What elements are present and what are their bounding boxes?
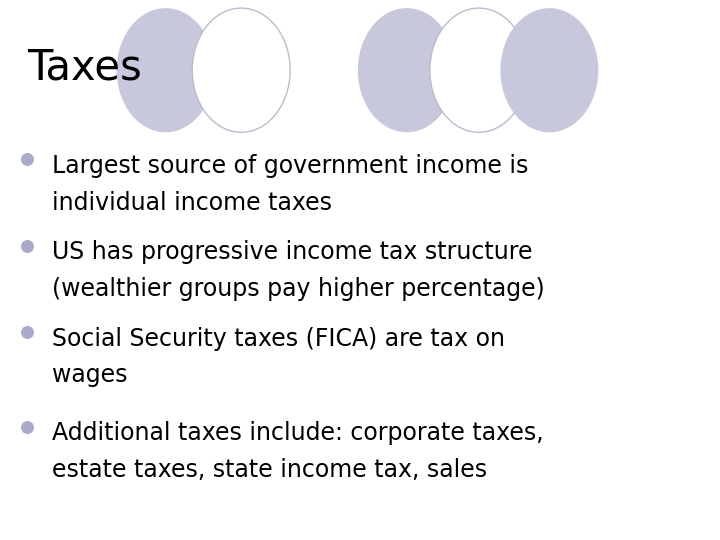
Text: Additional taxes include: corporate taxes,: Additional taxes include: corporate taxe… (52, 421, 544, 445)
Ellipse shape (358, 8, 456, 132)
Text: US has progressive income tax structure: US has progressive income tax structure (52, 240, 532, 264)
Ellipse shape (192, 8, 290, 132)
Text: Taxes: Taxes (27, 46, 142, 89)
Ellipse shape (117, 8, 215, 132)
Text: wages: wages (52, 363, 127, 387)
Text: (wealthier groups pay higher percentage): (wealthier groups pay higher percentage) (52, 277, 544, 301)
Point (22, 241, 33, 250)
Point (22, 328, 33, 336)
Point (22, 155, 33, 164)
Ellipse shape (430, 8, 528, 132)
Text: Largest source of government income is: Largest source of government income is (52, 154, 528, 178)
Text: individual income taxes: individual income taxes (52, 191, 332, 214)
Point (22, 422, 33, 431)
Ellipse shape (500, 8, 598, 132)
Text: Social Security taxes (FICA) are tax on: Social Security taxes (FICA) are tax on (52, 327, 505, 350)
Text: estate taxes, state income tax, sales: estate taxes, state income tax, sales (52, 458, 487, 482)
